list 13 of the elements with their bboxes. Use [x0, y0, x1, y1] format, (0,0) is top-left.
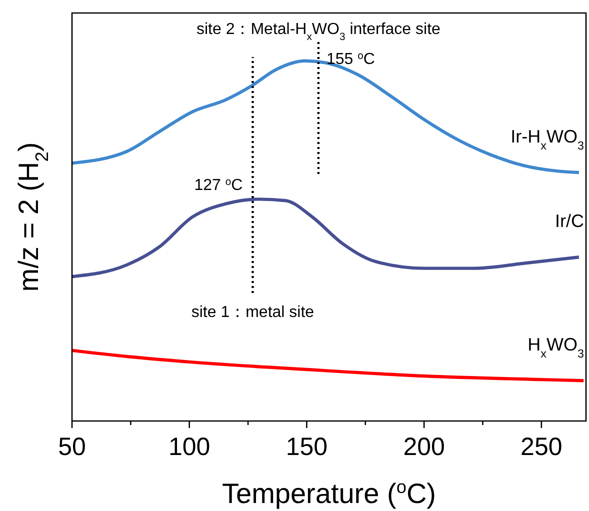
x-tick-label: 250	[520, 433, 562, 461]
series-label: Ir-H$_{x}$WO$_{3}$	[510, 126, 584, 152]
x-tick-label: 150	[286, 433, 328, 461]
series-label: H$_{x}$WO$_{3}$	[528, 334, 584, 360]
x-tick-label: 50	[58, 433, 86, 461]
series-label: Ir/C	[555, 211, 584, 232]
x-axis-title: Temperature ($^{o}$C)	[222, 477, 436, 509]
text: site 2：Metal-H$_{x}$WO$_{3}$ interface site	[196, 21, 441, 42]
annotation: site 1：metal site	[191, 304, 314, 321]
x-tick-label: 200	[403, 433, 445, 461]
ref-line-label: 127 $^{o}$C	[194, 176, 243, 194]
ref-line-label: 155 $^{o}$C	[326, 50, 375, 68]
x-tick-label: 100	[168, 433, 210, 461]
